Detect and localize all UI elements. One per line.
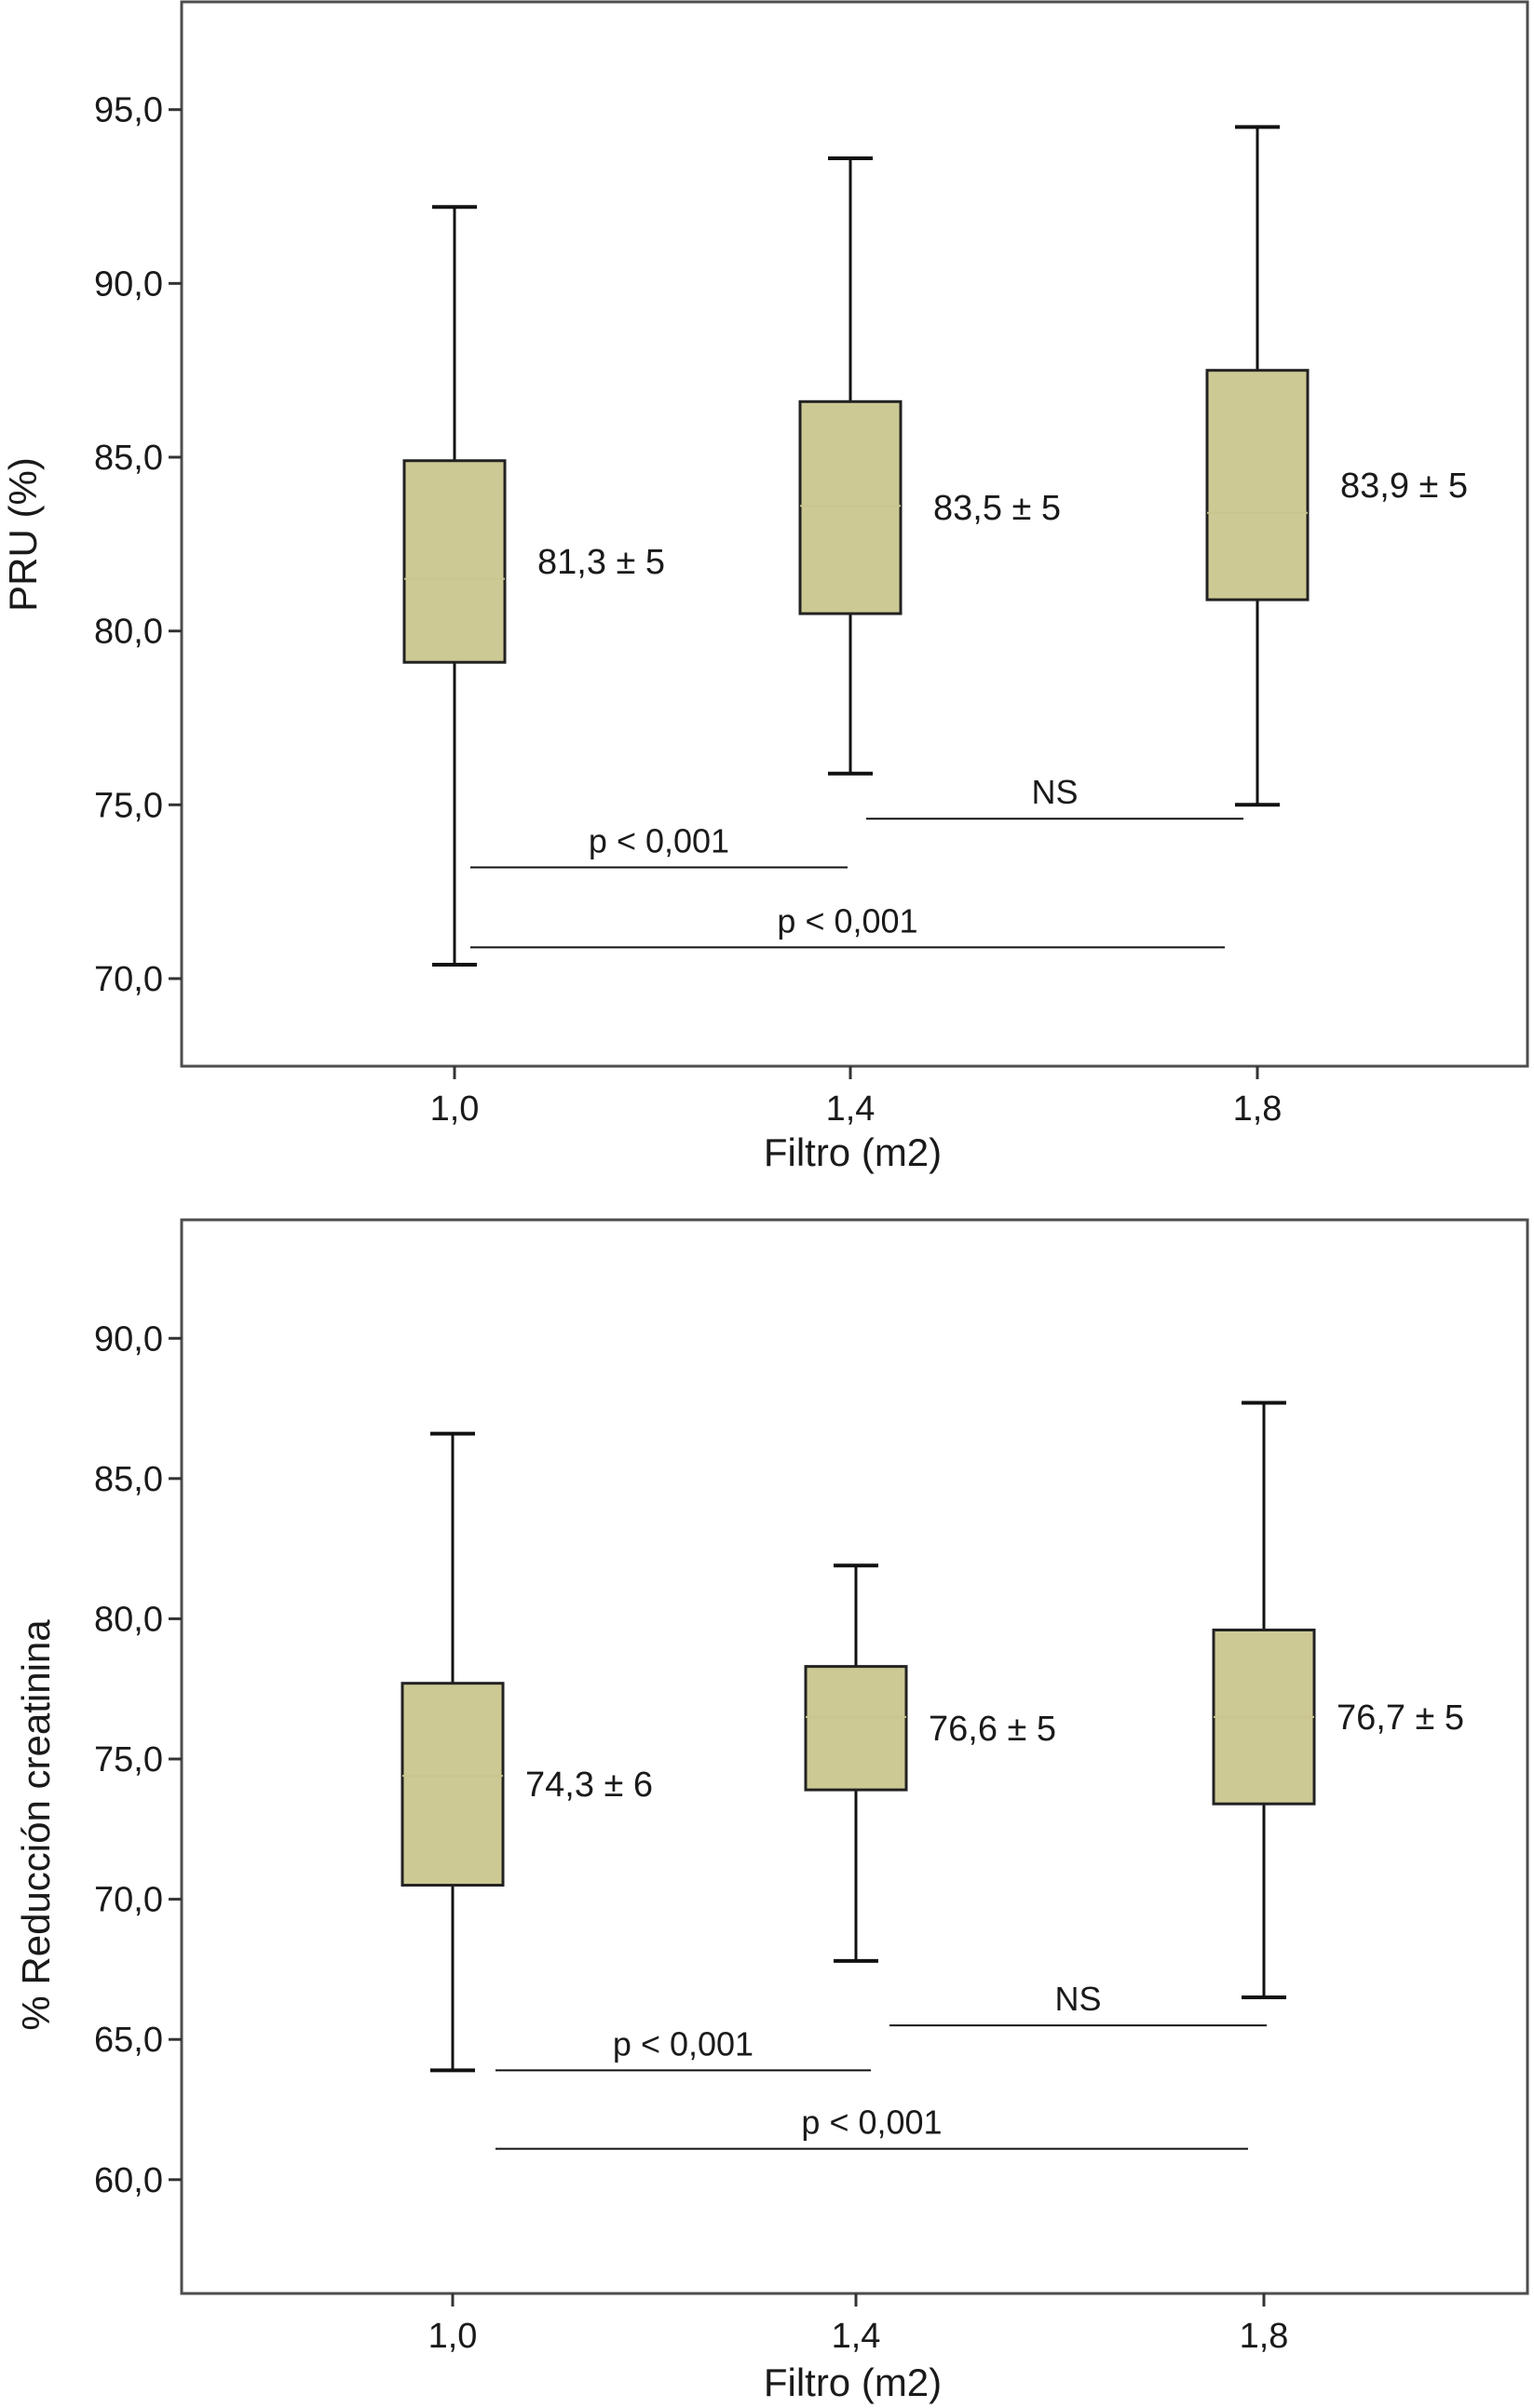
box-iqr (400, 1682, 505, 1887)
x-tick-label: 1,0 (428, 2317, 478, 2356)
comparison-label: p < 0,001 (777, 901, 917, 940)
box-iqr (798, 399, 903, 616)
x-tick-label: 1,8 (1233, 1089, 1283, 1129)
y-axis-title: PRU (%) (1, 457, 45, 612)
box-iqr (1205, 369, 1310, 602)
comparison-1: p < 0,001 (470, 821, 848, 869)
y-tick-label: 85,0 (94, 1460, 163, 1499)
y-tick-label: 70,0 (94, 1881, 163, 1920)
y-tick-label: 60,0 (94, 2161, 163, 2200)
chart-panel-1: 70,0 75,0 80,0 85,0 90,0 95,0 1,0 1,4 1,8 Filtro … (1, 0, 1529, 1174)
x-tick-label: 1,4 (826, 1089, 876, 1129)
box-1-4: 76,6 ± 5 (804, 1563, 1056, 1963)
box-1-4: 83,5 ± 5 (798, 156, 1061, 776)
comparison-label: p < 0,001 (613, 2024, 753, 2063)
y-tick-label: 65,0 (94, 2021, 163, 2060)
box-1-8: 76,7 ± 5 (1212, 1400, 1464, 2000)
x-tick-label: 1,4 (832, 2317, 881, 2356)
y-tick-label: 95,0 (94, 91, 163, 130)
comparison-3: p < 0,001 (470, 901, 1225, 949)
x-axis-title: Filtro (m2) (764, 2361, 942, 2404)
comparison-2: NS (889, 1980, 1267, 2027)
box-iqr (804, 1665, 908, 1792)
mean-sd-label: 83,9 ± 5 (1340, 467, 1468, 506)
mean-sd-label: 76,7 ± 5 (1337, 1698, 1464, 1738)
comparison-2: NS (866, 773, 1243, 820)
comparison-1: p < 0,001 (495, 2024, 871, 2072)
mean-sd-label: 83,5 ± 5 (933, 489, 1061, 528)
box-1-8: 83,9 ± 5 (1205, 125, 1468, 807)
x-tick-label: 1,0 (430, 1089, 480, 1129)
x-axis-title: Filtro (m2) (764, 1130, 942, 1174)
y-tick-label: 75,0 (94, 786, 163, 825)
y-axis-title: % Reducción creatinina (14, 1619, 58, 2031)
y-tick-label: 80,0 (94, 613, 163, 652)
mean-sd-label: 74,3 ± 6 (525, 1765, 653, 1805)
y-tick-label: 90,0 (94, 264, 163, 304)
y-tick-label: 90,0 (94, 1319, 163, 1359)
box-1-0: 81,3 ± 5 (402, 205, 665, 967)
y-tick-label: 75,0 (94, 1740, 163, 1779)
x-tick-label: 1,8 (1240, 2317, 1289, 2356)
plot-frame (180, 0, 1529, 1068)
mean-sd-label: 76,6 ± 5 (929, 1710, 1056, 1749)
comparison-3: p < 0,001 (495, 2104, 1248, 2150)
comparison-label: p < 0,001 (589, 821, 729, 859)
y-tick-label: 80,0 (94, 1600, 163, 1639)
comparison-label: p < 0,001 (801, 2104, 942, 2142)
y-tick-label: 70,0 (94, 960, 163, 999)
box-iqr (402, 459, 507, 664)
mean-sd-label: 81,3 ± 5 (537, 543, 665, 582)
box-1-0: 74,3 ± 6 (400, 1431, 653, 2073)
comparison-label: NS (1031, 773, 1078, 811)
chart-panel-2: 60,0 65,0 70,0 75,0 80,0 85,0 90,0 1,0 1,4 1,8 Fil… (14, 1218, 1529, 2404)
y-tick-label: 85,0 (94, 439, 163, 478)
comparison-label: NS (1054, 1980, 1101, 2018)
